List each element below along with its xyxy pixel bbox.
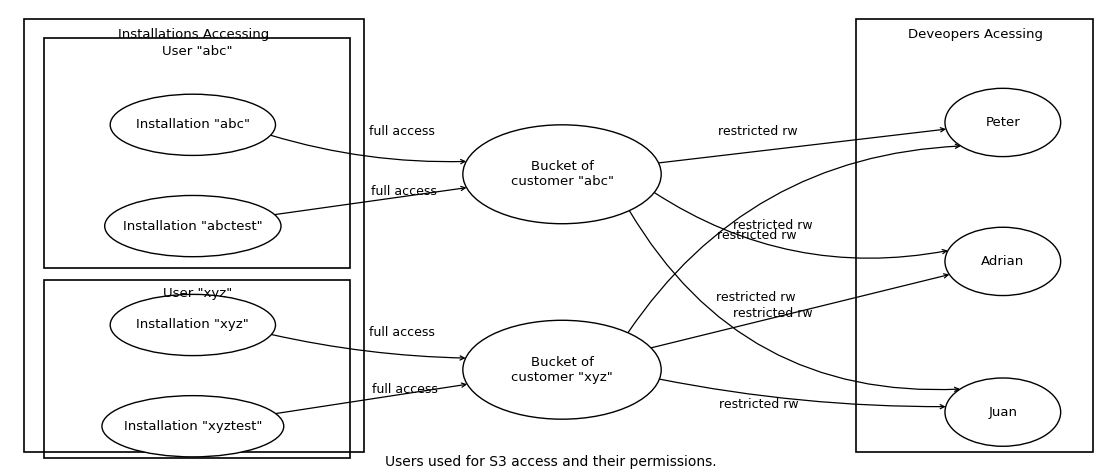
- Text: restricted rw: restricted rw: [719, 125, 798, 138]
- FancyArrowPatch shape: [651, 274, 948, 348]
- Text: Users used for S3 access and their permissions.: Users used for S3 access and their permi…: [386, 455, 716, 469]
- Text: Installation "abc": Installation "abc": [136, 118, 250, 131]
- Text: restricted rw: restricted rw: [716, 291, 796, 304]
- Ellipse shape: [463, 125, 661, 224]
- Text: full access: full access: [370, 185, 436, 198]
- Ellipse shape: [946, 227, 1060, 296]
- Ellipse shape: [110, 94, 276, 155]
- Text: Adrian: Adrian: [981, 255, 1025, 268]
- Text: restricted rw: restricted rw: [733, 308, 812, 320]
- Ellipse shape: [110, 294, 276, 356]
- Ellipse shape: [105, 195, 281, 257]
- Text: User "xyz": User "xyz": [163, 287, 231, 300]
- Text: Installations Accessing: Installations Accessing: [118, 28, 270, 41]
- Text: Peter: Peter: [985, 116, 1020, 129]
- Text: Juan: Juan: [988, 406, 1017, 419]
- FancyArrowPatch shape: [271, 334, 464, 360]
- FancyArrowPatch shape: [629, 211, 959, 391]
- Text: restricted rw: restricted rw: [719, 398, 798, 411]
- Text: restricted rw: restricted rw: [733, 219, 812, 232]
- FancyArrowPatch shape: [274, 187, 465, 215]
- Text: Installation "xyz": Installation "xyz": [137, 318, 249, 332]
- Bar: [856, 19, 1093, 452]
- Text: User "abc": User "abc": [162, 45, 233, 58]
- Text: full access: full access: [369, 325, 434, 339]
- Ellipse shape: [946, 378, 1060, 447]
- Text: Installation "xyztest": Installation "xyztest": [123, 420, 262, 433]
- Text: full access: full access: [368, 125, 434, 138]
- FancyArrowPatch shape: [628, 144, 960, 333]
- Text: Deveopers Acessing: Deveopers Acessing: [908, 28, 1042, 41]
- Ellipse shape: [463, 320, 661, 419]
- FancyArrowPatch shape: [659, 379, 944, 409]
- FancyArrowPatch shape: [276, 383, 466, 414]
- FancyArrowPatch shape: [655, 193, 947, 258]
- Ellipse shape: [946, 89, 1060, 156]
- Text: Bucket of
customer "abc": Bucket of customer "abc": [510, 160, 614, 188]
- Bar: [44, 38, 350, 268]
- FancyArrowPatch shape: [659, 128, 944, 163]
- Ellipse shape: [101, 396, 283, 457]
- Text: full access: full access: [371, 383, 437, 396]
- Bar: [44, 280, 350, 458]
- Bar: [24, 19, 364, 452]
- FancyArrowPatch shape: [271, 135, 465, 163]
- Text: Installation "abctest": Installation "abctest": [123, 219, 262, 233]
- Text: Bucket of
customer "xyz": Bucket of customer "xyz": [511, 356, 613, 384]
- Text: restricted rw: restricted rw: [717, 229, 797, 242]
